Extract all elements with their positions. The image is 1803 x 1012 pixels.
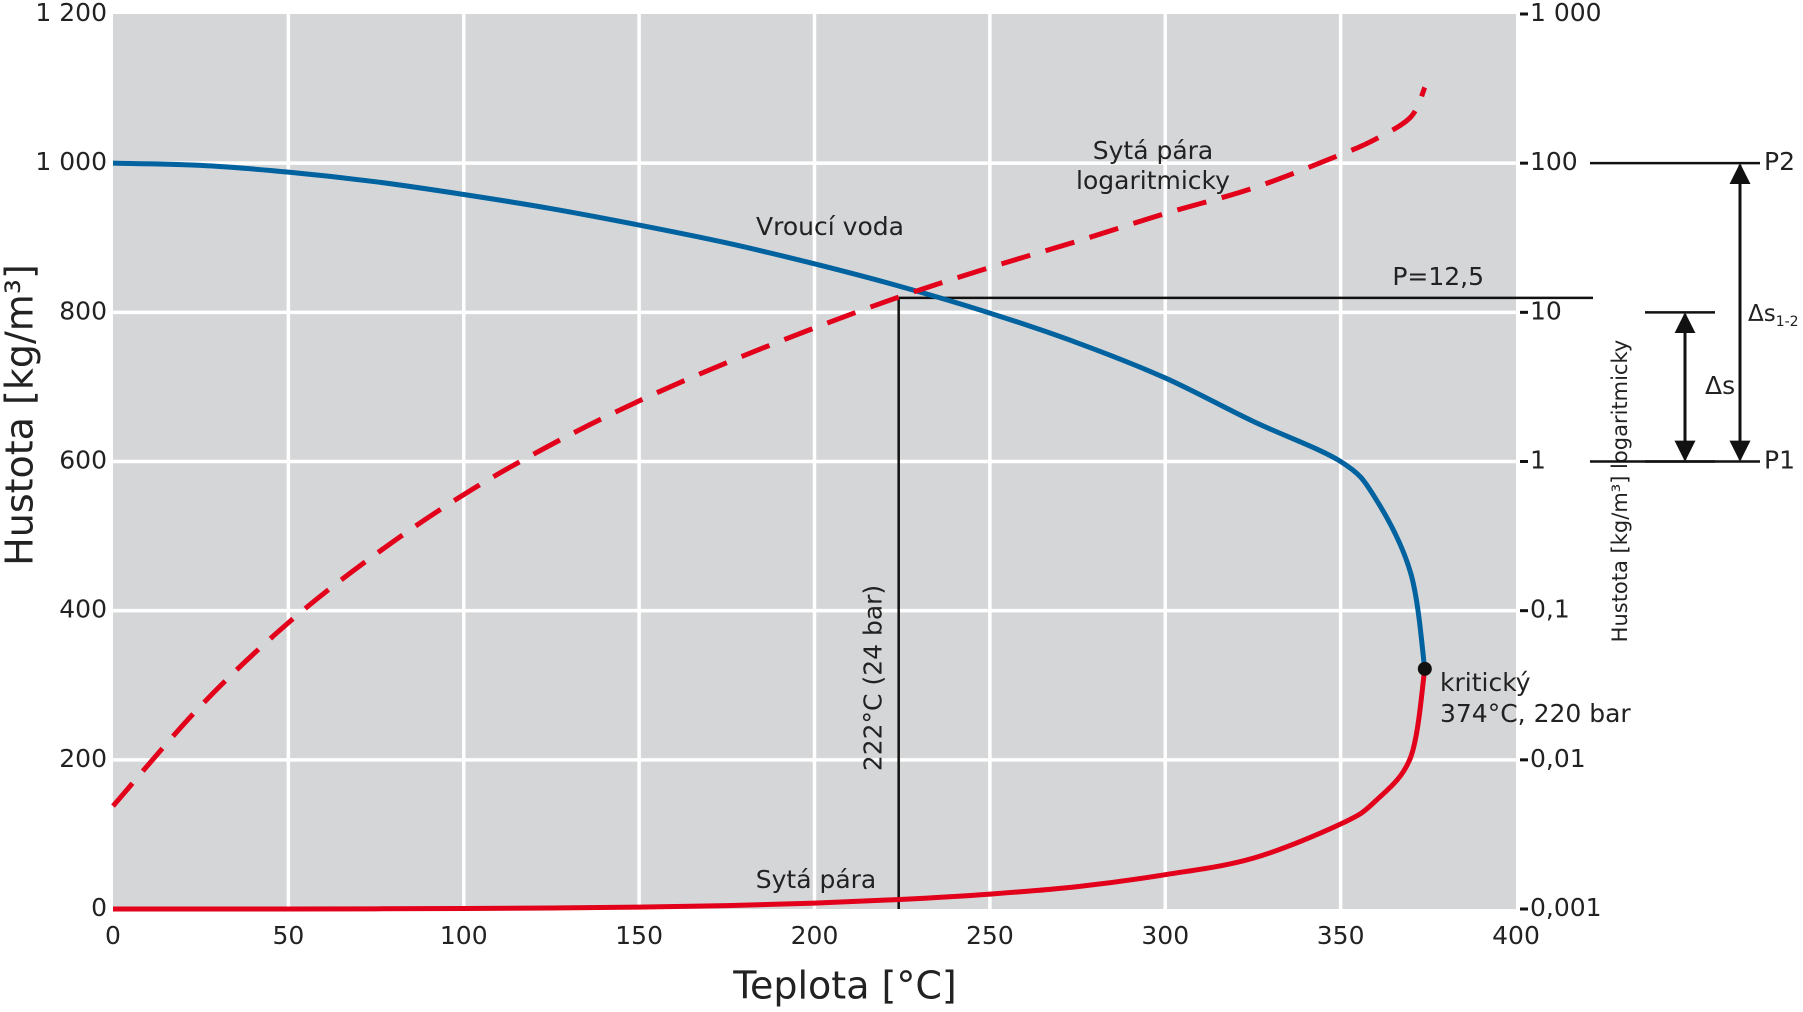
y2-axis-title: Hustota [kg/m³] logaritmicky <box>1608 340 1632 643</box>
y-tick-label: 1 200 <box>35 0 107 27</box>
y-tick-label: 0 <box>91 893 107 922</box>
x-axis-title: Teplota [°C] <box>732 964 957 1008</box>
x-tick-label: 400 <box>1492 921 1540 950</box>
x-tick-label: 150 <box>615 921 663 950</box>
series-label: Sytá pára <box>756 865 877 894</box>
arrow-label-sub: 1-2 <box>1776 314 1799 330</box>
y-tick-label: 600 <box>59 446 107 475</box>
y-tick-label: 800 <box>59 296 107 325</box>
y-tick-label: 1 000 <box>35 147 107 176</box>
x-tick-label: 300 <box>1141 921 1189 950</box>
y-axis-title: Hustota [kg/m³] <box>0 264 42 566</box>
y-tick-label: 200 <box>59 744 107 773</box>
arrow-label-main: Δs <box>1705 371 1735 400</box>
y2-tick-label: 0,1 <box>1530 595 1570 624</box>
series-label: Vroucí voda <box>756 212 904 241</box>
arrow-label-main: Δs <box>1748 301 1776 327</box>
series-line <box>111 86 1428 808</box>
arrow-end-label: P2 <box>1764 147 1795 176</box>
y2-tick-label: 10 <box>1530 296 1562 325</box>
arrow-label: Δs1-2 <box>1748 301 1799 331</box>
y2-tick-label: 100 <box>1530 147 1578 176</box>
arrow-end-label: P1 <box>1764 446 1795 475</box>
y2-tick-label: 0,01 <box>1530 744 1586 773</box>
y2-tick-label: 1 <box>1530 446 1546 475</box>
x-tick-label: 0 <box>105 921 121 950</box>
critical-label: 374°C, 220 bar <box>1440 699 1631 728</box>
critical-label: kritický <box>1440 668 1531 697</box>
reference-x-label: 222°C (24 bar) <box>859 585 888 771</box>
critical-point <box>1417 661 1432 676</box>
reference-y2-label: P=12,5 <box>1392 262 1484 291</box>
series-line <box>112 668 1428 912</box>
x-tick-label: 350 <box>1317 921 1365 950</box>
x-tick-label: 50 <box>272 921 304 950</box>
arrow-label: Δs <box>1705 371 1735 400</box>
y2-tick-label: 1 000 <box>1530 0 1602 27</box>
y2-tick-label: 0,001 <box>1530 893 1602 922</box>
series-label: logaritmicky <box>1076 166 1230 195</box>
x-tick-label: 250 <box>966 921 1014 950</box>
series-label: Sytá pára <box>1093 136 1214 165</box>
series-line <box>112 160 1428 670</box>
x-tick-label: 200 <box>791 921 839 950</box>
x-tick-label: 100 <box>440 921 488 950</box>
y-tick-label: 400 <box>59 595 107 624</box>
